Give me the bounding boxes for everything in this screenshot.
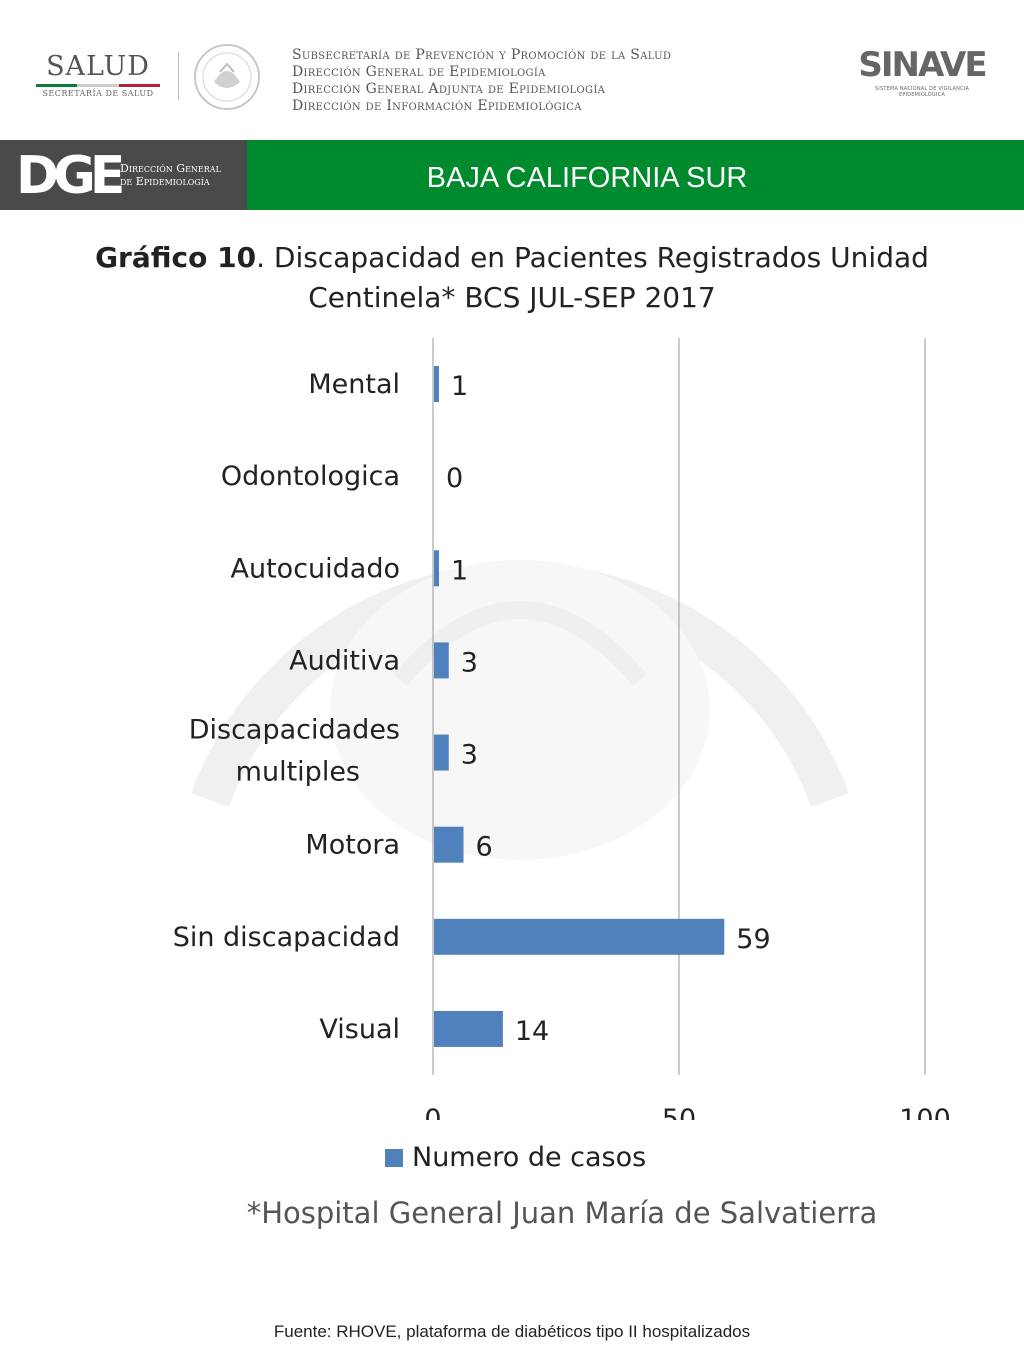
institution-lines: Subsecretaría de Prevención y Promoción … [292, 47, 671, 115]
institution-line: Dirección General de Epidemiología [292, 64, 546, 80]
chart-title: Gráfico 10. Discapacidad en Pacientes Re… [60, 238, 964, 318]
bar [434, 642, 449, 679]
chart-gridlines [432, 338, 926, 1075]
sinave-logo-text: SINAVE [858, 45, 987, 85]
category-label: Sin discapacidad [173, 922, 400, 953]
dge-text-line: de Epidemiología [120, 175, 210, 188]
salud-logo-text: SALUD [46, 51, 150, 82]
institution-line: Dirección de Información Epidemiológica [292, 98, 582, 114]
value-label: 0 [446, 463, 463, 494]
category-label: Visual [319, 1014, 400, 1045]
x-axis-ticks: 0 50 100 [424, 1104, 950, 1120]
bar [434, 826, 464, 863]
value-label: 14 [515, 1016, 549, 1047]
value-label: 3 [461, 647, 478, 678]
value-label: 6 [476, 832, 493, 863]
value-label: 59 [736, 924, 770, 955]
institution-line: Dirección General Adjunta de Epidemiolog… [292, 81, 606, 97]
bar-chart: Mental Odontologica Autocuidado Auditiva Dis… [173, 338, 951, 1120]
region-panel: BAJA CALIFORNIA SUR [247, 140, 1024, 210]
category-label: Motora [305, 830, 400, 861]
hospital-note: *Hospital General Juan María de Salvatie… [246, 1196, 878, 1230]
bar [434, 366, 439, 403]
chart-title-text: . Discapacidad en Pacientes Registrados … [256, 241, 929, 314]
value-label: 1 [451, 555, 468, 586]
source-note: Fuente: RHOVE, plataforma de diabéticos … [273, 1322, 751, 1341]
salud-logo-subtitle: SECRETARÍA DE SALUD [42, 89, 154, 98]
category-label: Auditiva [289, 645, 400, 676]
value-labels: 1 0 1 3 3 6 59 14 [446, 371, 771, 1047]
category-label: Mental [308, 369, 400, 400]
chart-bars [434, 366, 725, 1047]
legend-swatch [385, 1148, 403, 1167]
bar [434, 1010, 503, 1047]
category-label: Odontologica [221, 461, 400, 492]
value-label: 3 [461, 740, 478, 771]
dge-panel: DGE Dirección General de Epidemiología [0, 140, 247, 210]
coat-of-arms-seal [194, 44, 260, 110]
salud-logo-stripe [36, 84, 160, 87]
category-labels: Mental Odontologica Autocuidado Auditiva Dis… [173, 369, 400, 1045]
institution-line: Subsecretaría de Prevención y Promoción … [292, 47, 672, 63]
chart-title-number: Gráfico 10 [95, 241, 257, 274]
chart-legend: Numero de casos [385, 1142, 646, 1173]
category-label: Autocuidado [231, 553, 401, 584]
x-tick-label: 100 [899, 1104, 951, 1120]
bar [434, 918, 725, 955]
value-label: 1 [451, 371, 468, 402]
region-band: DGE Dirección General de Epidemiología B… [0, 140, 1024, 210]
sinave-logo-subtitle: SISTEMA NACIONAL DE VIGILANCIA EPIDEMIOL… [874, 86, 970, 98]
watermark-seal [191, 560, 849, 860]
x-tick-label: 50 [662, 1104, 696, 1120]
dge-text-line: Dirección General [120, 162, 221, 175]
category-label: Discapacidades multiples [189, 715, 400, 788]
page-header: SALUD SECRETARÍA DE SALUD Subsecretaría … [0, 0, 1024, 140]
legend-label: Numero de casos [412, 1142, 647, 1173]
bar [434, 550, 439, 587]
salud-logo: SALUD SECRETARÍA DE SALUD [28, 52, 168, 102]
dge-logo-text: DGE [16, 146, 125, 206]
sinave-logo: SINAVE SISTEMA NACIONAL DE VIGILANCIA EP… [852, 46, 992, 98]
header-divider [178, 52, 179, 100]
bar [434, 734, 449, 771]
dge-text: Dirección General de Epidemiología [120, 162, 221, 188]
region-name: BAJA CALIFORNIA SUR [426, 162, 748, 194]
x-tick-label: 0 [424, 1104, 441, 1120]
